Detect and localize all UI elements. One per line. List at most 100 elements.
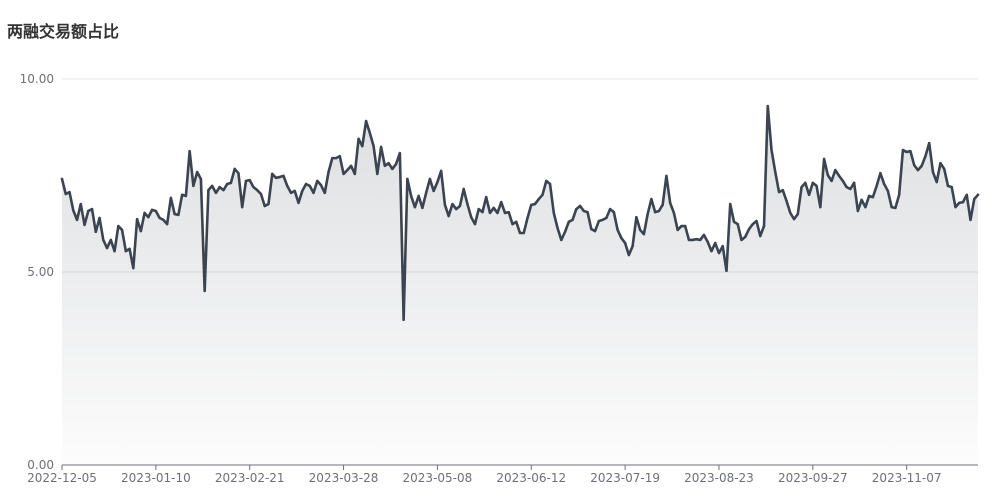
- data-point: [458, 204, 462, 208]
- data-point: [905, 150, 908, 154]
- data-point: [931, 170, 935, 174]
- data-point: [732, 220, 736, 224]
- data-point: [267, 202, 270, 206]
- data-point: [421, 206, 424, 210]
- data-point: [507, 210, 510, 214]
- data-point: [98, 216, 101, 220]
- data-point: [481, 210, 484, 214]
- data-point: [774, 170, 777, 174]
- data-point: [657, 209, 661, 213]
- data-point: [762, 224, 766, 228]
- data-point: [710, 249, 713, 253]
- x-tick-label: 2023-09-27: [778, 471, 848, 485]
- data-point: [368, 131, 372, 135]
- data-point: [496, 211, 499, 215]
- data-point: [605, 216, 608, 220]
- data-point: [229, 181, 233, 185]
- data-point: [331, 156, 334, 160]
- data-point: [650, 197, 653, 201]
- data-point: [545, 179, 548, 183]
- data-point: [849, 187, 852, 191]
- data-point: [627, 253, 631, 257]
- data-point: [128, 247, 131, 251]
- data-point: [353, 172, 357, 176]
- data-point: [214, 191, 218, 195]
- data-point: [485, 195, 488, 199]
- x-axis-labels: 2022-12-05 2023-01-10 2023-02-21 2023-03-28…: [27, 471, 941, 485]
- data-point: [928, 141, 931, 145]
- data-point: [912, 163, 916, 167]
- data-point: [590, 227, 593, 231]
- data-point: [139, 229, 143, 233]
- data-point: [924, 155, 927, 158]
- data-point: [342, 172, 345, 176]
- data-point: [72, 209, 75, 212]
- y-tick-label: 5.00: [27, 265, 54, 279]
- data-point: [552, 211, 555, 215]
- data-point: [511, 222, 514, 226]
- data-point: [274, 176, 278, 180]
- data-point: [94, 230, 97, 234]
- x-tick-label: 2023-07-19: [590, 471, 660, 485]
- data-point: [537, 197, 540, 201]
- data-point: [909, 149, 912, 153]
- data-point: [150, 208, 154, 212]
- data-point: [158, 216, 161, 220]
- data-point: [64, 192, 67, 196]
- data-point: [83, 223, 86, 227]
- data-point: [361, 144, 364, 148]
- data-point: [976, 193, 980, 196]
- data-point: [256, 188, 259, 192]
- y-axis-labels: 0.00 5.00 10.00: [20, 72, 54, 472]
- data-point: [376, 172, 379, 176]
- data-point: [973, 197, 976, 201]
- data-point: [293, 189, 296, 193]
- x-tick-label: 2023-02-21: [215, 471, 285, 485]
- data-point: [349, 164, 353, 168]
- data-point: [120, 228, 124, 232]
- data-point: [173, 212, 176, 216]
- data-point: [897, 193, 901, 196]
- data-point: [124, 249, 128, 253]
- data-point: [417, 194, 420, 198]
- data-point: [248, 178, 251, 182]
- data-point: [470, 215, 473, 219]
- data-point: [755, 219, 758, 223]
- data-point: [409, 194, 413, 198]
- data-point: [316, 179, 319, 183]
- data-point: [687, 238, 691, 242]
- data-point: [680, 224, 683, 228]
- data-point: [950, 185, 953, 189]
- data-point: [563, 230, 567, 234]
- data-point: [683, 224, 687, 228]
- data-point: [864, 205, 867, 209]
- data-point: [541, 193, 544, 196]
- data-point: [406, 177, 409, 181]
- data-point: [631, 244, 634, 248]
- x-tick-label: 2023-06-12: [496, 471, 566, 485]
- data-point: [751, 222, 754, 226]
- data-point: [192, 184, 195, 188]
- data-point: [548, 182, 552, 186]
- data-point: [706, 240, 709, 244]
- data-point: [871, 195, 875, 199]
- data-point: [177, 213, 180, 217]
- data-point: [560, 238, 563, 242]
- data-point: [623, 241, 627, 245]
- data-point: [890, 205, 893, 209]
- data-point: [533, 202, 537, 206]
- data-point: [792, 217, 796, 221]
- data-point: [462, 187, 465, 191]
- data-point: [237, 171, 240, 175]
- data-point: [447, 214, 450, 218]
- data-point: [79, 202, 82, 206]
- data-point: [597, 219, 601, 223]
- y-tick-label: 0.00: [27, 458, 54, 472]
- data-point: [556, 226, 559, 230]
- data-point: [518, 231, 522, 235]
- data-point: [879, 171, 882, 175]
- data-point: [162, 218, 165, 222]
- data-point: [143, 211, 146, 215]
- data-point: [699, 238, 702, 242]
- data-point: [503, 211, 507, 215]
